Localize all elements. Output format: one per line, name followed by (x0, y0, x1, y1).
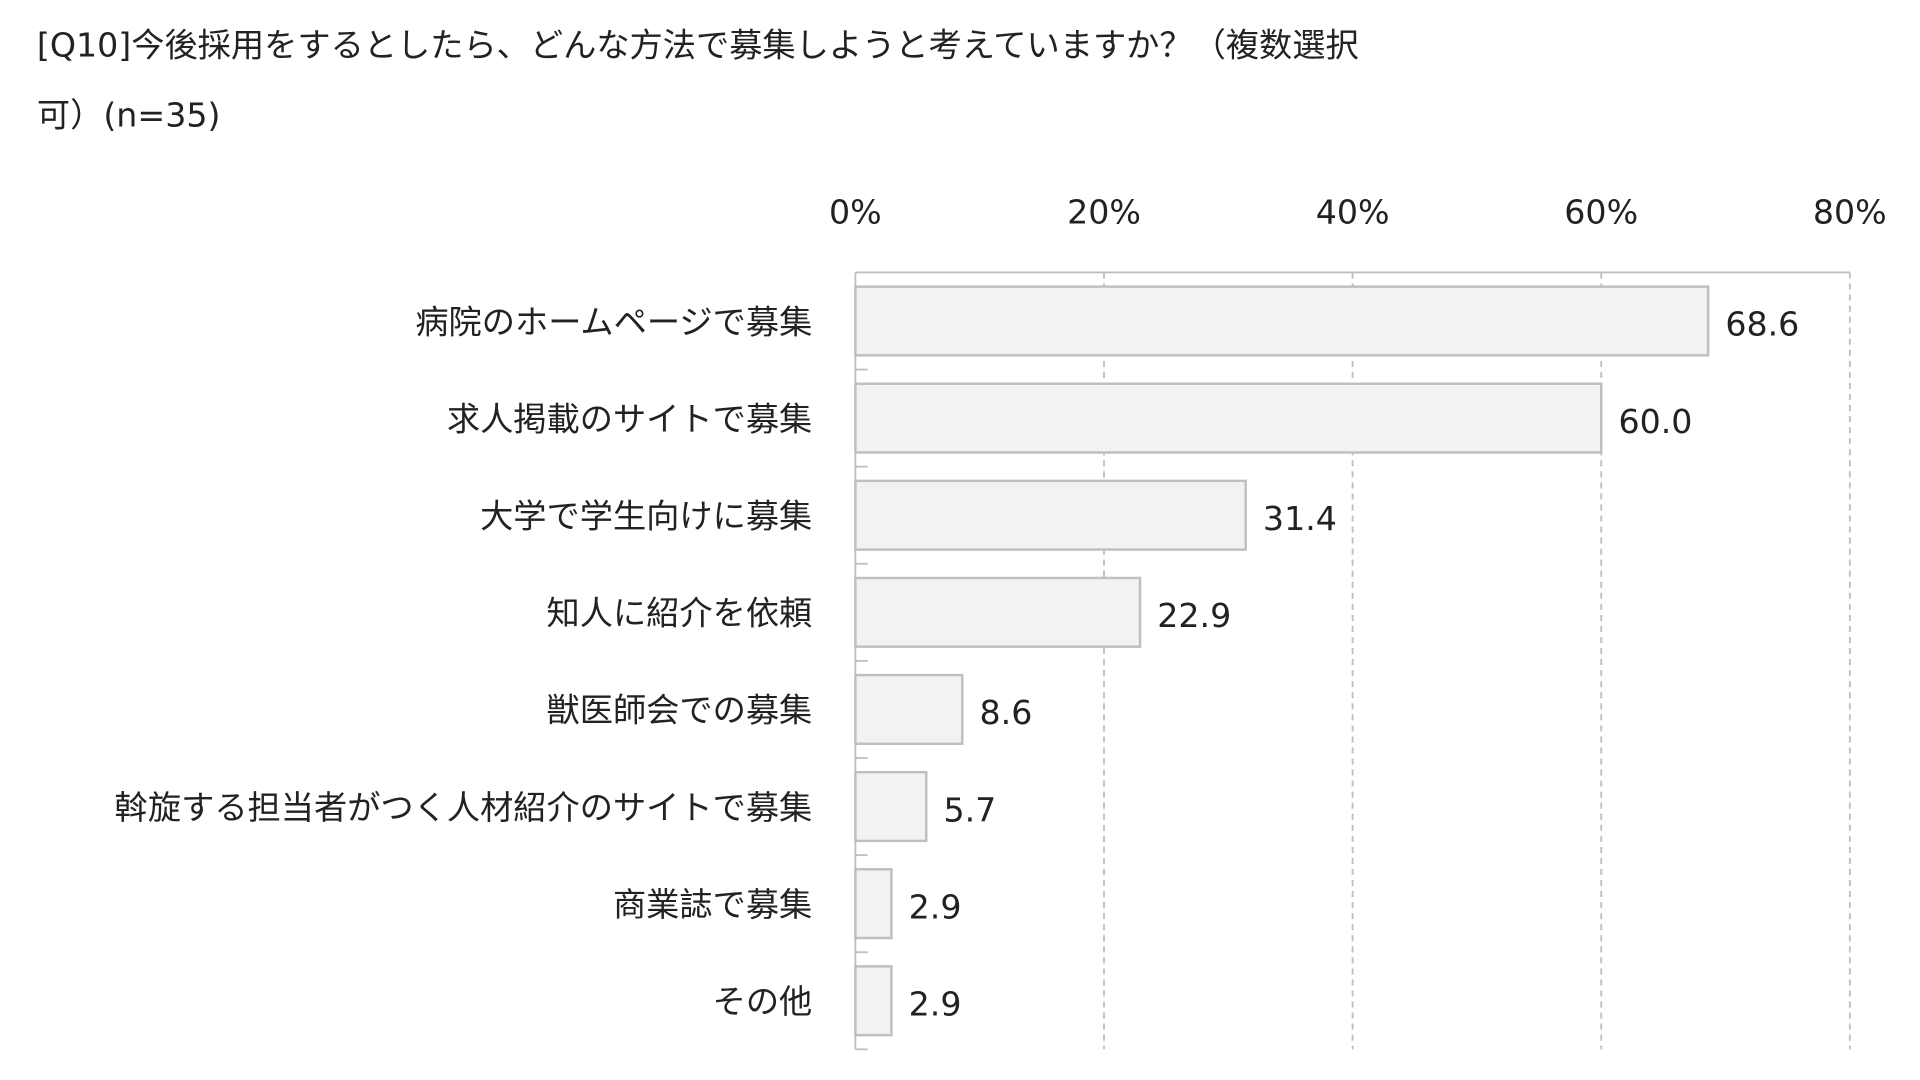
bar (854, 673, 964, 746)
x-tick-label: 40% (1316, 192, 1390, 231)
bar (854, 770, 928, 843)
x-tick-label: 60% (1564, 192, 1638, 231)
category-label: 斡旋する担当者がつく人材紹介のサイトで募集 (115, 788, 813, 827)
bar (854, 285, 1710, 357)
category-label: 求人掲載のサイトで募集 (447, 399, 812, 438)
data-label: 2.9 (909, 985, 962, 1024)
chart-title-line1: [Q10]今後採用をするとしたら、どんな方法で募集しようと考えていますか？（複数… (37, 25, 1359, 64)
bar (854, 868, 893, 940)
x-tick-label: 80% (1813, 192, 1887, 231)
data-label: 60.0 (1618, 402, 1692, 441)
data-label: 68.6 (1725, 305, 1799, 344)
category-label: 病院のホームページで募集 (415, 302, 812, 341)
x-tick-label: 0% (829, 192, 882, 231)
category-label: 大学で学生向けに募集 (480, 497, 812, 536)
bar (854, 479, 1247, 551)
x-tick-label: 20% (1067, 192, 1141, 231)
bar (854, 576, 1142, 648)
bar (854, 382, 1603, 454)
data-label: 22.9 (1157, 596, 1231, 635)
chart-title-line2: 可）(n=35) (37, 95, 221, 134)
category-label: その他 (713, 982, 813, 1021)
category-label: 知人に紹介を依頼 (547, 594, 813, 633)
data-label: 8.6 (980, 693, 1033, 732)
bar (854, 965, 893, 1037)
data-label: 31.4 (1263, 499, 1337, 538)
category-label: 商業誌で募集 (613, 885, 812, 924)
data-label: 5.7 (943, 790, 996, 829)
plot-area: 0% 20% 40% 60% 80% 病院のホームページで募集 68.6 求人掲載のサイトで募… (115, 192, 1887, 1051)
data-label: 2.9 (909, 887, 962, 926)
category-label: 獣医師会での募集 (547, 691, 813, 730)
